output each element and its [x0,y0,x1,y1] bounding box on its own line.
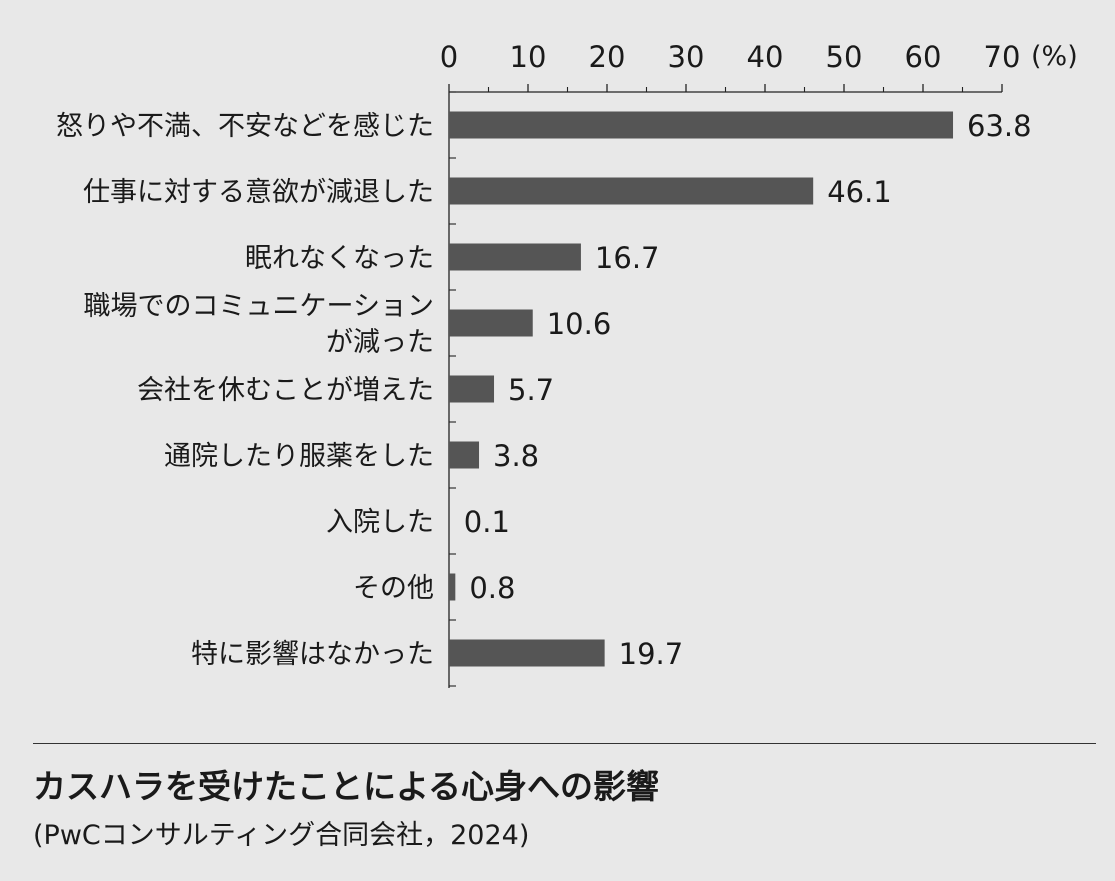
category-label: 特に影響はなかった [191,639,434,670]
category-label: 入院した [326,507,434,538]
data-label: 16.7 [595,241,660,275]
bar [449,507,450,535]
x-tick-label: 0 [440,40,458,74]
category-label: が減った [326,327,434,358]
data-label: 5.7 [508,373,554,407]
chart: 0 10 20 30 40 50 60 70 (%) 63.8 怒りや不満、不安などを感じた 46.1… [56,40,1078,688]
x-tick-label: 20 [589,40,626,74]
bar [449,573,456,601]
data-label: 3.8 [493,439,539,473]
category-label: その他 [353,573,434,604]
chart-source: (PwCコンサルティング合同会社，2024) [33,820,530,851]
category-label: 眠れなくなった [245,243,434,274]
bar [449,177,814,205]
data-label: 46.1 [827,175,892,209]
bar [449,243,581,271]
category-label: 通院したり服薬をした [164,441,434,472]
x-tick-label: 30 [668,40,705,74]
chart-title: カスハラを受けたことによる心身への影響 [33,767,660,806]
x-tick-label: 10 [510,40,547,74]
bar [449,375,495,403]
data-label: 0.8 [469,571,515,605]
x-tick-label: 50 [826,40,863,74]
bar [449,309,533,337]
data-label: 10.6 [547,307,612,341]
data-label: 19.7 [619,637,684,671]
category-label: 怒りや不満、不安などを感じた [56,111,434,142]
x-unit-label: (%) [1031,41,1078,72]
category-label: 仕事に対する意欲が減退した [83,177,434,208]
divider [33,743,1096,744]
x-tick-label: 40 [747,40,784,74]
data-label: 0.1 [464,505,510,539]
category-label: 会社を休むことが増えた [137,375,434,406]
bar [449,111,954,139]
data-label: 63.8 [967,109,1032,143]
category-label: 職場でのコミュニケーション [84,291,434,322]
x-tick-label: 60 [905,40,942,74]
bar [449,639,605,667]
x-tick-label: 70 [984,40,1021,74]
bar [449,441,480,469]
